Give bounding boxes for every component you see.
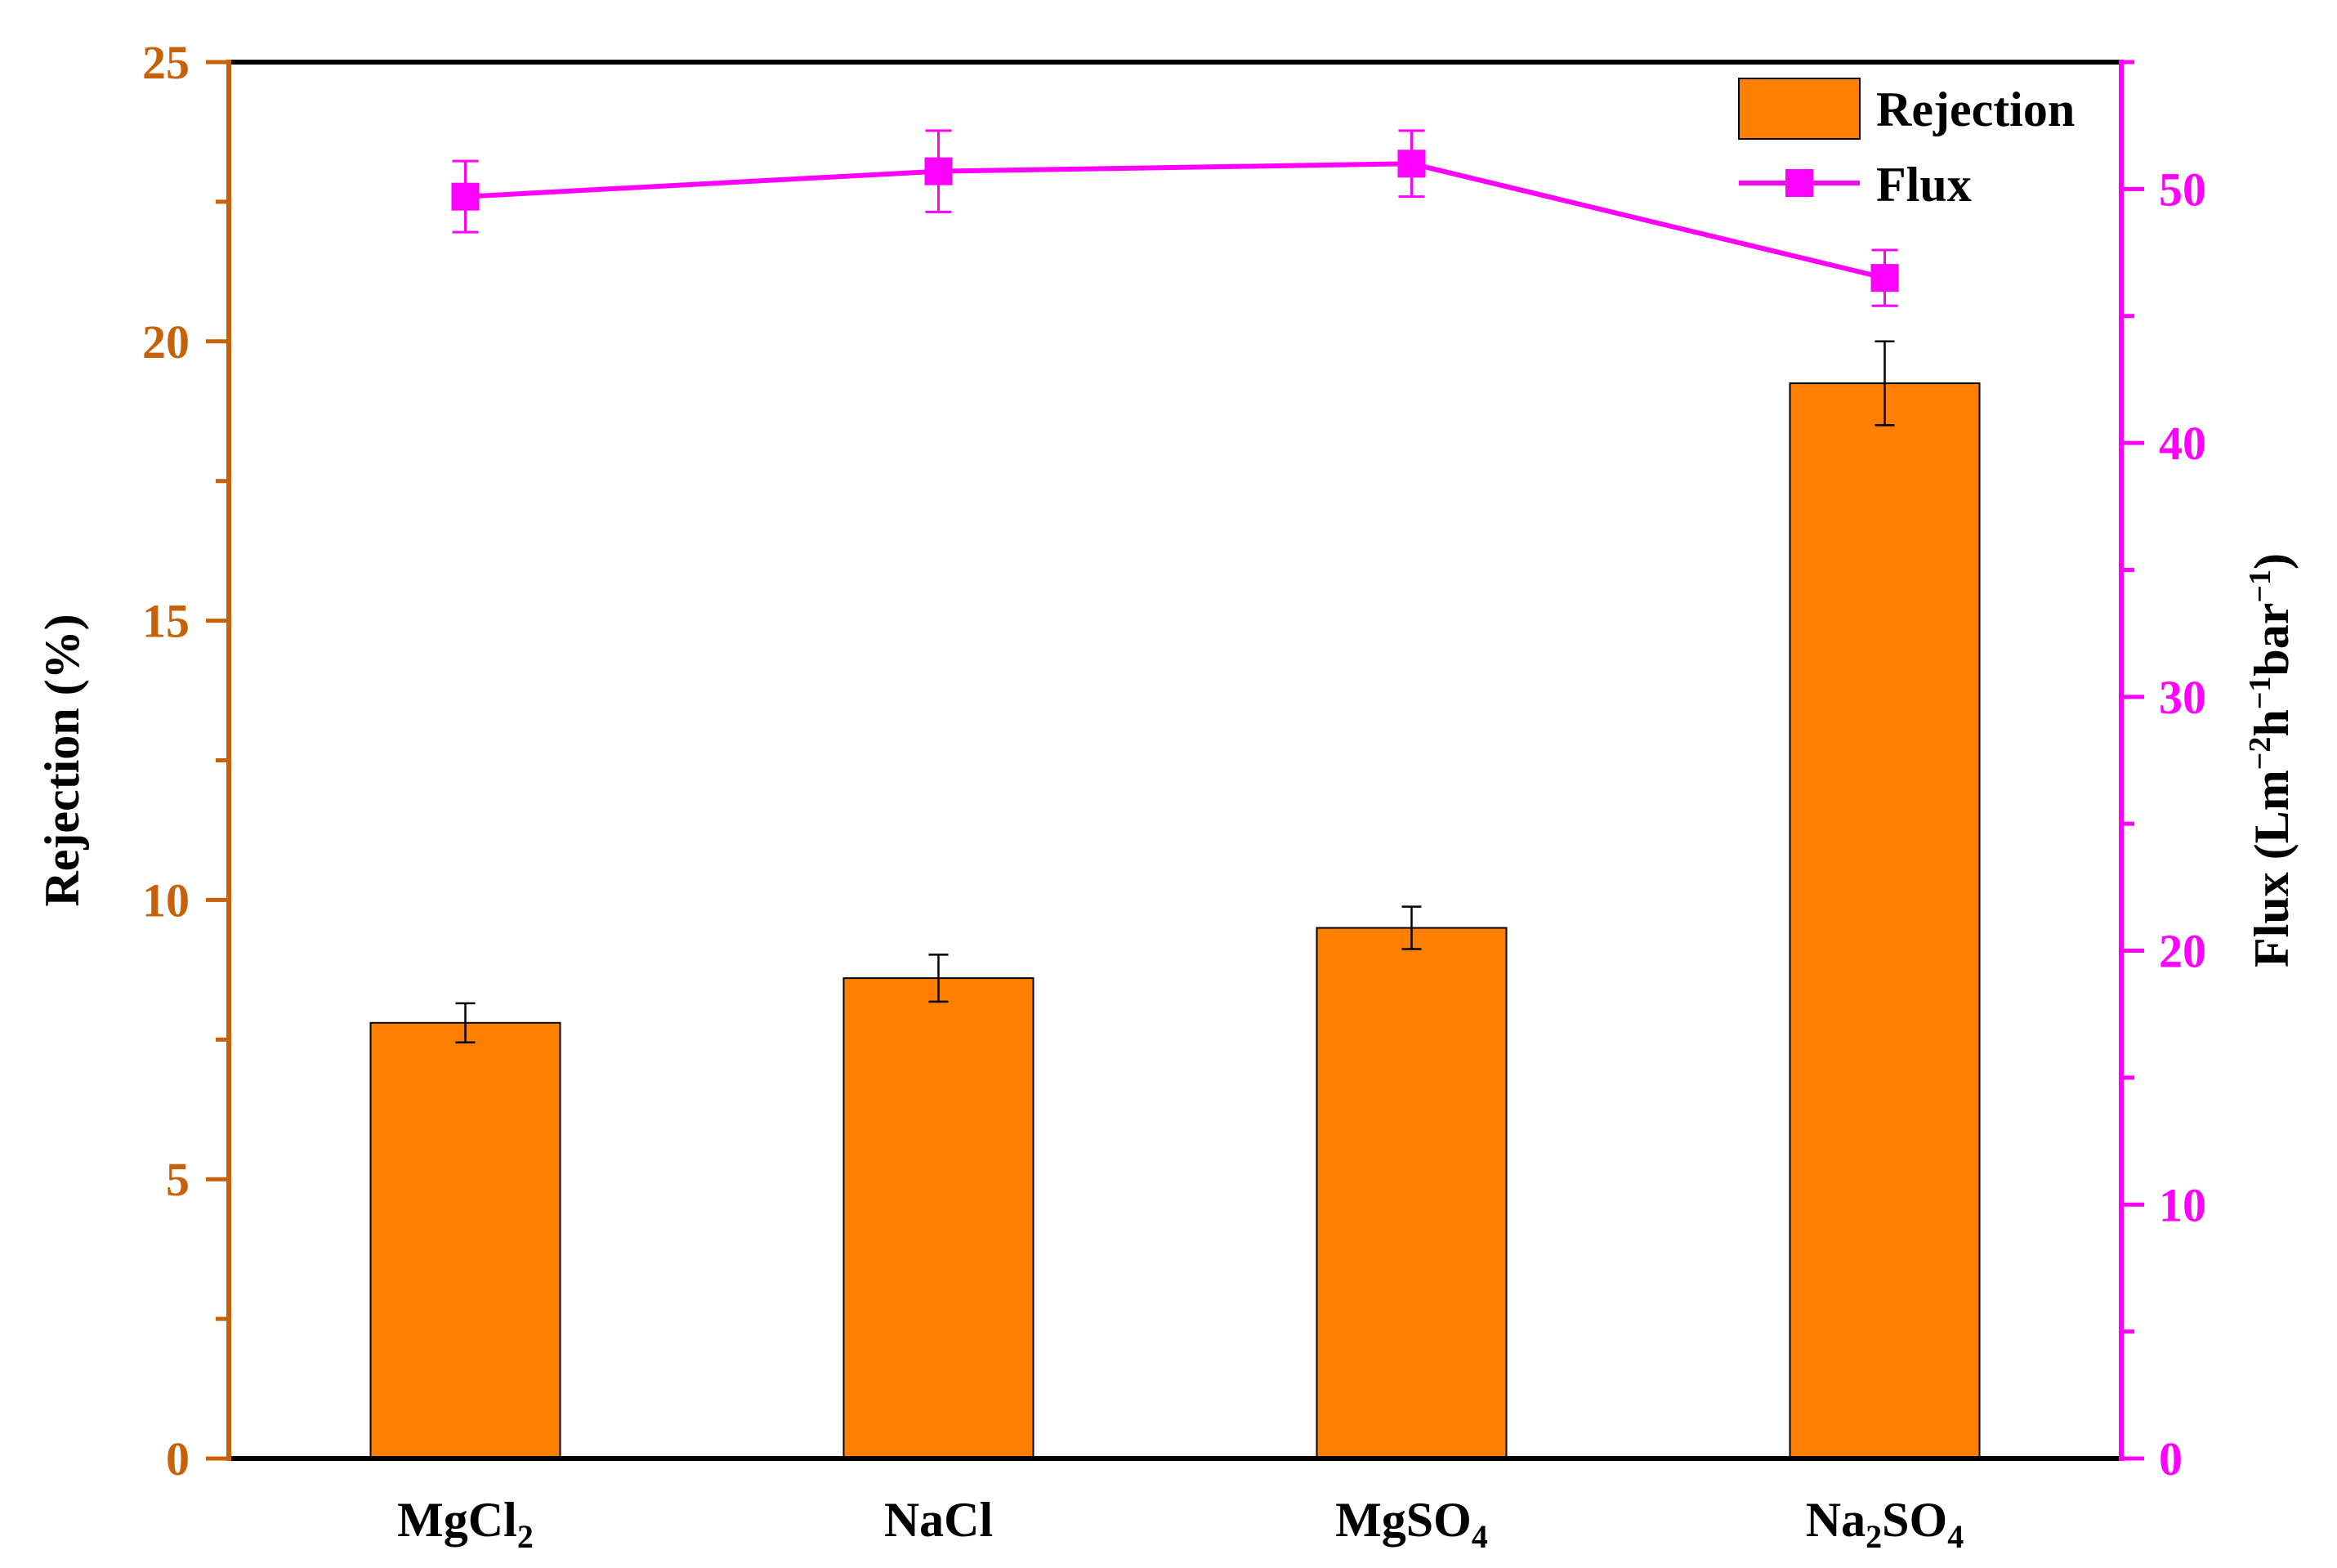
y-left-axis-label: Rejection (%) — [35, 614, 89, 906]
y-left-tick-label: 5 — [166, 1153, 190, 1206]
bars-layer — [369, 382, 1981, 1460]
y-right-label-sup: −1 — [2243, 677, 2277, 710]
x-label-main: NaCl — [884, 1493, 993, 1547]
bar-rejection-2 — [1316, 927, 1508, 1459]
x-label-sub: 4 — [1472, 1518, 1488, 1555]
y-right-label-part: h — [2245, 709, 2299, 736]
point-flux-1 — [924, 157, 953, 185]
legend-marker-flux — [1785, 169, 1813, 197]
legend-label-rejection: Rejection — [1876, 83, 2075, 136]
y-right-tick-label: 0 — [2159, 1432, 2183, 1485]
y-left-tick-label: 10 — [142, 873, 190, 927]
x-tick-label-2: MgSO4 — [1335, 1493, 1488, 1555]
y-right-label-part: ) — [2245, 553, 2299, 570]
y-right-tick-label: 30 — [2159, 671, 2206, 724]
y-right-tick-label: 20 — [2159, 925, 2206, 978]
y-right-label-part: Flux (Lm — [2245, 770, 2299, 967]
y-right-label-sup: −1 — [2243, 570, 2277, 603]
x-label-sub: 2 — [1866, 1518, 1882, 1555]
bar-rejection-0 — [369, 1021, 561, 1459]
errorbar-rejection-0 — [455, 1002, 476, 1043]
y-right-label-sup: −2 — [2243, 737, 2277, 771]
y-left-tick-label: 25 — [142, 36, 190, 89]
bar-rejection-3 — [1789, 382, 1981, 1460]
flux-line — [465, 161, 1886, 281]
x-label-main: MgCl — [397, 1493, 517, 1547]
flux-line-layer — [451, 129, 1899, 307]
x-label-main: Na — [1806, 1493, 1866, 1547]
legend: Rejection Flux — [1738, 78, 2075, 212]
x-label-main: MgSO — [1335, 1493, 1472, 1547]
x-label-sub2: 4 — [1947, 1518, 1964, 1555]
x-tick-labels: MgCl2 NaCl MgSO4 Na2SO4 — [397, 1493, 1964, 1555]
bar-errors-layer — [455, 340, 1895, 1043]
y-left-tick-label: 15 — [142, 595, 190, 648]
legend-swatch-rejection — [1738, 78, 1861, 140]
y-right-axis-label: Flux (Lm−2h−1bar−1) — [2243, 553, 2299, 967]
y-right-tick-label: 40 — [2159, 417, 2206, 470]
y-right-tick-label: 10 — [2159, 1178, 2206, 1231]
bar-rejection-1 — [842, 977, 1034, 1459]
x-tick-label-3: Na2SO4 — [1806, 1493, 1964, 1555]
y-right-label-part: bar — [2245, 603, 2299, 677]
x-tick-label-0: MgCl2 — [397, 1493, 534, 1555]
legend-label-flux: Flux — [1876, 158, 1972, 212]
axes-layer: 0 5 10 15 20 25 Rejection (%) 0 10 20 30 40 50 Flux (… — [35, 36, 2299, 1485]
x-label-sub: 2 — [517, 1518, 534, 1555]
y-left-tick-label: 0 — [166, 1432, 190, 1485]
point-flux-3 — [1870, 264, 1899, 293]
x-tick-label-1: NaCl — [884, 1493, 993, 1547]
errorbar-rejection-3 — [1875, 340, 1895, 427]
errorbar-rejection-1 — [928, 954, 949, 1003]
y-left-tick-label: 20 — [142, 315, 190, 369]
point-flux-2 — [1397, 150, 1426, 178]
errorbar-rejection-2 — [1401, 905, 1422, 950]
point-flux-0 — [451, 182, 480, 211]
x-label-tail: SO — [1882, 1493, 1947, 1547]
y-right-tick-label: 50 — [2159, 163, 2206, 216]
